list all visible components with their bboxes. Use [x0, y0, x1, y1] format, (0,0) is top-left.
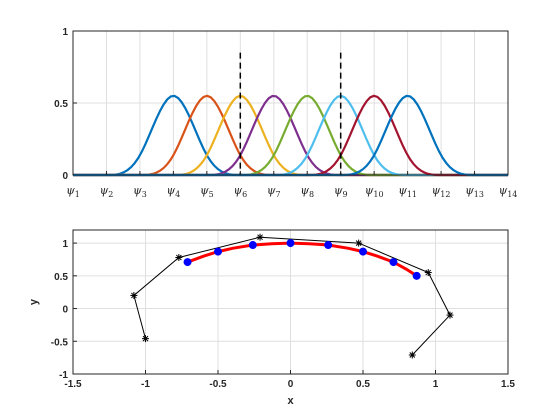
- x-tick-label: ψ8: [300, 184, 314, 199]
- top-axes: ψ1 ψ2 ψ3 ψ4 ψ5 ψ6 ψ7 ψ8 ψ9 ψ10 ψ11 ψ12 ψ13 ψ14 0 0.5 1: [54, 27, 517, 199]
- sample-point: [183, 258, 192, 267]
- control-point: [424, 269, 432, 277]
- sample-point: [412, 271, 421, 280]
- y-tick-label: -1: [59, 370, 68, 381]
- control-point-stroke: [142, 335, 149, 342]
- sample-point: [214, 247, 222, 256]
- x-tick-label: ψ6: [233, 184, 247, 199]
- control-point: [130, 291, 138, 299]
- control-point-stroke: [175, 254, 182, 261]
- control-point: [175, 253, 183, 261]
- control-point-stroke: [257, 234, 263, 241]
- y-tick-label: 0.5: [54, 272, 68, 283]
- x-tick-label: ψ4: [167, 184, 181, 199]
- y-tick-label: 1: [62, 27, 68, 38]
- control-point-stroke: [131, 292, 137, 299]
- y-tick-label: -0.5: [51, 337, 69, 348]
- x-tick-label: ψ12: [432, 184, 451, 199]
- x-tick-label: -0.5: [209, 379, 227, 390]
- x-tick-label: 1.5: [501, 379, 515, 390]
- sample-point: [324, 241, 333, 250]
- control-point-stroke: [425, 269, 432, 276]
- control-point: [408, 351, 416, 359]
- control-point-stroke: [447, 312, 453, 318]
- sample-point: [359, 247, 367, 256]
- fitted-curve: [187, 241, 418, 278]
- control-point-stroke: [409, 352, 416, 358]
- control-point: [355, 239, 363, 247]
- y-tick-label: 1: [62, 239, 68, 250]
- x-tick-label: 0.5: [356, 379, 370, 390]
- x-axis-label: x: [287, 395, 294, 407]
- control-point-stroke: [355, 240, 362, 246]
- x-tick-label: ψ13: [465, 184, 484, 199]
- sample-point: [286, 239, 295, 248]
- x-tick-label: -1.5: [64, 379, 82, 390]
- control-point: [256, 233, 264, 241]
- x-tick-label: ψ7: [267, 184, 281, 199]
- x-tick-label: 1: [433, 379, 439, 390]
- x-tick-label: ψ11: [398, 184, 417, 199]
- sample-point: [248, 241, 257, 250]
- x-tick-label: ψ1: [66, 184, 80, 199]
- y-axis-label: y: [28, 298, 40, 305]
- sample-point: [389, 258, 398, 267]
- x-tick-label: ψ14: [499, 184, 518, 199]
- x-tick-label: ψ9: [334, 184, 348, 199]
- x-tick-label: ψ5: [200, 184, 214, 199]
- x-tick-label: ψ10: [365, 184, 384, 199]
- control-point: [446, 311, 454, 319]
- x-tick-label: ψ2: [100, 184, 114, 199]
- y-tick-label: 0: [62, 171, 68, 182]
- x-tick-label: -1: [141, 379, 150, 390]
- x-tick-label: ψ3: [133, 184, 147, 199]
- x-tick-label: 0: [288, 379, 294, 390]
- control-point: [142, 335, 149, 343]
- y-tick-label: 0: [62, 305, 68, 316]
- y-tick-label: 0.5: [54, 99, 68, 110]
- control-polygon: [133, 236, 451, 356]
